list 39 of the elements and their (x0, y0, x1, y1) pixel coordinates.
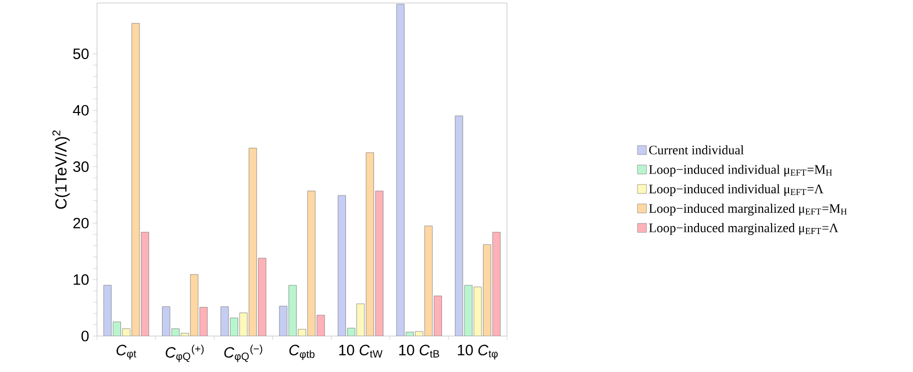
bar (140, 232, 150, 336)
bar (190, 274, 198, 336)
y-tick-label: 10 (74, 274, 89, 285)
y-tick-label: 20 (73, 218, 89, 228)
bar (279, 306, 288, 336)
legend-label: Current individual (649, 145, 744, 154)
bar (248, 148, 257, 336)
y-axis-title: C(1TeV/Λ)$^{2}$ (52, 130, 70, 209)
bar (464, 285, 472, 336)
legend-label: Loop−induced individual μ$_{EFT}$=M$_{H}$ (649, 164, 832, 177)
x-tick-label: C$_{φtb}$ (289, 344, 314, 360)
bar (104, 285, 112, 336)
y-tick-label: 0 (81, 330, 89, 342)
bar (307, 190, 316, 336)
bar (454, 116, 464, 336)
bar (424, 226, 433, 336)
bar (316, 314, 325, 336)
x-tick-label: 10 C$_{tW}$ (339, 344, 382, 358)
bar (258, 258, 266, 336)
legend-label: Loop−induced individual μ$_{EFT}$=Λ (649, 184, 824, 196)
bar (492, 232, 500, 336)
legend-label: Loop−induced marginalized μ$_{EFT}$=Λ (649, 223, 838, 235)
bar (366, 152, 374, 336)
x-tick-label: 10 C$_{tB}$ (399, 344, 440, 358)
bar (396, 4, 404, 336)
x-tick-label: 10 C$_{tφ}$ (458, 344, 498, 360)
bar (375, 190, 384, 336)
x-tick-label: C$_{φQ}$(−) (224, 344, 262, 362)
y-tick-label: 50 (73, 48, 89, 60)
bar (483, 244, 492, 336)
bar (288, 285, 297, 336)
y-tick-label: 40 (72, 104, 89, 116)
bar (338, 195, 346, 336)
x-tick-label: C$_{φt}$ (116, 344, 136, 360)
bar (474, 286, 482, 336)
x-tick-label: C$_{φQ}$(+) (166, 344, 204, 362)
bar (132, 23, 140, 336)
y-tick-label: 30 (73, 161, 89, 172)
legend-label: Loop−induced marginalized μ$_{EFT}$=M$_{H}$ (649, 204, 847, 216)
